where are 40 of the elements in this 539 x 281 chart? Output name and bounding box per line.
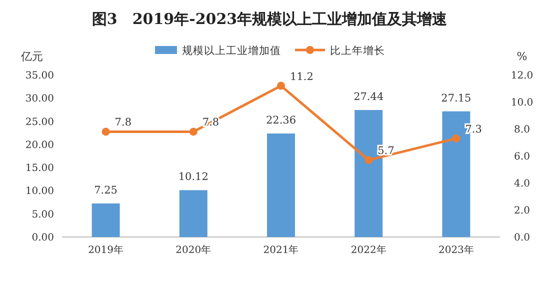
data-label: 27.15 — [441, 92, 472, 104]
point — [277, 82, 285, 90]
bar — [267, 134, 295, 237]
x-tick-label: 2023年 — [438, 244, 474, 256]
y2-tick-label: 6.0 — [514, 152, 530, 162]
y-tick-label: 15.00 — [25, 163, 54, 174]
y2-tick-label: 2.0 — [514, 206, 530, 216]
y-axis-title: 亿元 — [20, 50, 43, 63]
y2-tick-label: 12.0 — [510, 70, 534, 82]
point — [102, 128, 110, 136]
y2-tick-label: 0.0 — [514, 232, 530, 244]
y-tick-label: 20.00 — [25, 140, 54, 151]
data-label: 10.12 — [178, 171, 208, 184]
y-tick-label: 5.00 — [32, 209, 54, 220]
bar — [179, 190, 208, 237]
data-label: 22.36 — [266, 114, 296, 127]
legend-label: 比上年增长 — [330, 44, 385, 57]
point — [364, 156, 373, 164]
legend-label: 规模以上工业增加值 — [182, 44, 281, 57]
x-tick-label: 2020年 — [176, 244, 212, 256]
y-tick-label: 35.00 — [25, 70, 54, 82]
x-tick-label: 2021年 — [263, 244, 299, 256]
y-tick-label: 0.00 — [32, 232, 54, 244]
point — [452, 134, 460, 142]
y2-tick-label: 8.0 — [514, 124, 530, 136]
y2-axis-title: % — [516, 50, 528, 63]
y2-tick-label: 10.0 — [510, 98, 534, 108]
x-tick-label: 2022年 — [350, 244, 386, 256]
data-label: 7.8 — [114, 116, 132, 129]
y-tick-label: 25.00 — [25, 116, 54, 128]
y-tick-label: 30.00 — [25, 94, 54, 105]
data-label: 7.25 — [94, 184, 118, 196]
chart-title: 图3 2019年-2023年规模以上工业增加值及其增速 — [92, 10, 448, 28]
y2-tick-label: 4.0 — [514, 178, 530, 190]
x-tick-label: 2019年 — [88, 244, 124, 256]
data-label: 27.44 — [354, 90, 384, 103]
y-tick-label: 10.00 — [25, 186, 54, 198]
point — [189, 128, 198, 136]
bar — [92, 203, 120, 237]
data-label: 11.2 — [290, 70, 314, 83]
